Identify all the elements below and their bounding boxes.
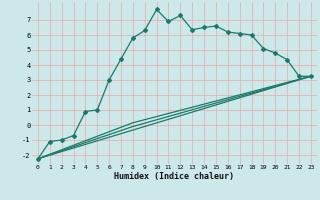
X-axis label: Humidex (Indice chaleur): Humidex (Indice chaleur) [115, 172, 234, 181]
